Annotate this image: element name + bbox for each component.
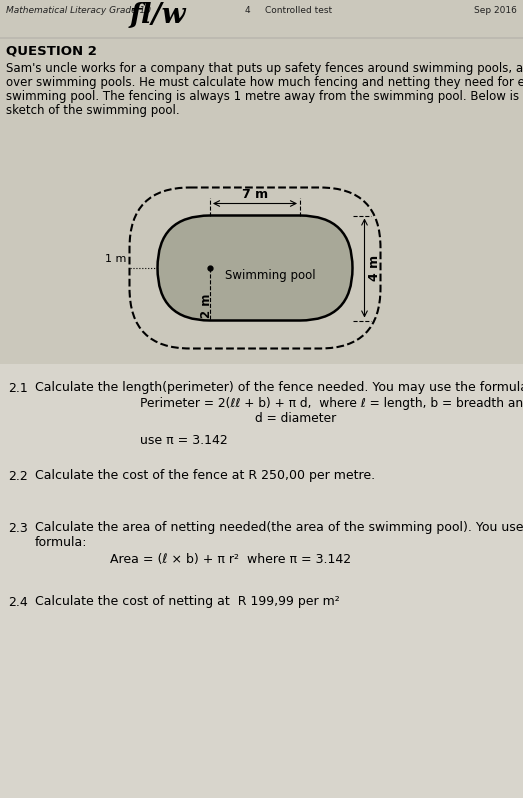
Text: 4 m: 4 m [369, 255, 381, 281]
Text: Area = (ℓ × b) + π r²  where π = 3.142: Area = (ℓ × b) + π r² where π = 3.142 [110, 554, 351, 567]
Text: 2.4: 2.4 [8, 595, 28, 609]
Text: Perimeter = 2(ℓℓ + b) + π d,  where ℓ = length, b = breadth and: Perimeter = 2(ℓℓ + b) + π d, where ℓ = l… [140, 397, 523, 410]
Text: formula:: formula: [35, 536, 87, 550]
Text: 2.1: 2.1 [8, 381, 28, 394]
Text: Sep 2016: Sep 2016 [474, 6, 517, 15]
Text: 2.2: 2.2 [8, 469, 28, 483]
Text: 4: 4 [245, 6, 251, 15]
Text: d = diameter: d = diameter [255, 413, 336, 425]
Text: use π = 3.142: use π = 3.142 [140, 433, 228, 447]
Text: Mathematical Literacy Grade 10: Mathematical Literacy Grade 10 [6, 6, 151, 15]
Text: Calculate the cost of netting at  R 199,99 per m²: Calculate the cost of netting at R 199,9… [35, 595, 340, 609]
Text: Swimming pool: Swimming pool [225, 270, 315, 282]
Text: Sam's uncle works for a company that puts up safety fences around swimming pools: Sam's uncle works for a company that put… [6, 62, 523, 75]
Text: 2 m: 2 m [199, 294, 212, 318]
FancyBboxPatch shape [157, 215, 353, 321]
Text: sketch of the swimming pool.: sketch of the swimming pool. [6, 104, 179, 117]
Text: swimming pool. The fencing is always 1 metre away from the swimming pool. Below : swimming pool. The fencing is always 1 m… [6, 90, 523, 103]
Text: Calculate the area of netting needed(the area of the swimming pool). You use th: Calculate the area of netting needed(the… [35, 522, 523, 535]
Text: 7 m: 7 m [242, 188, 268, 200]
Text: Controlled test: Controlled test [265, 6, 332, 15]
Text: fl/w: fl/w [130, 2, 187, 29]
Text: Calculate the cost of the fence at R 250,00 per metre.: Calculate the cost of the fence at R 250… [35, 469, 375, 483]
Text: 1 m: 1 m [105, 254, 127, 264]
Text: Calculate the length(perimeter) of the fence needed. You may use the formula:: Calculate the length(perimeter) of the f… [35, 381, 523, 394]
Text: over swimming pools. He must calculate how much fencing and netting they need fo: over swimming pools. He must calculate h… [6, 76, 523, 89]
Text: QUESTION 2: QUESTION 2 [6, 44, 97, 57]
Bar [0, 364, 523, 798]
Text: 2.3: 2.3 [8, 522, 28, 535]
